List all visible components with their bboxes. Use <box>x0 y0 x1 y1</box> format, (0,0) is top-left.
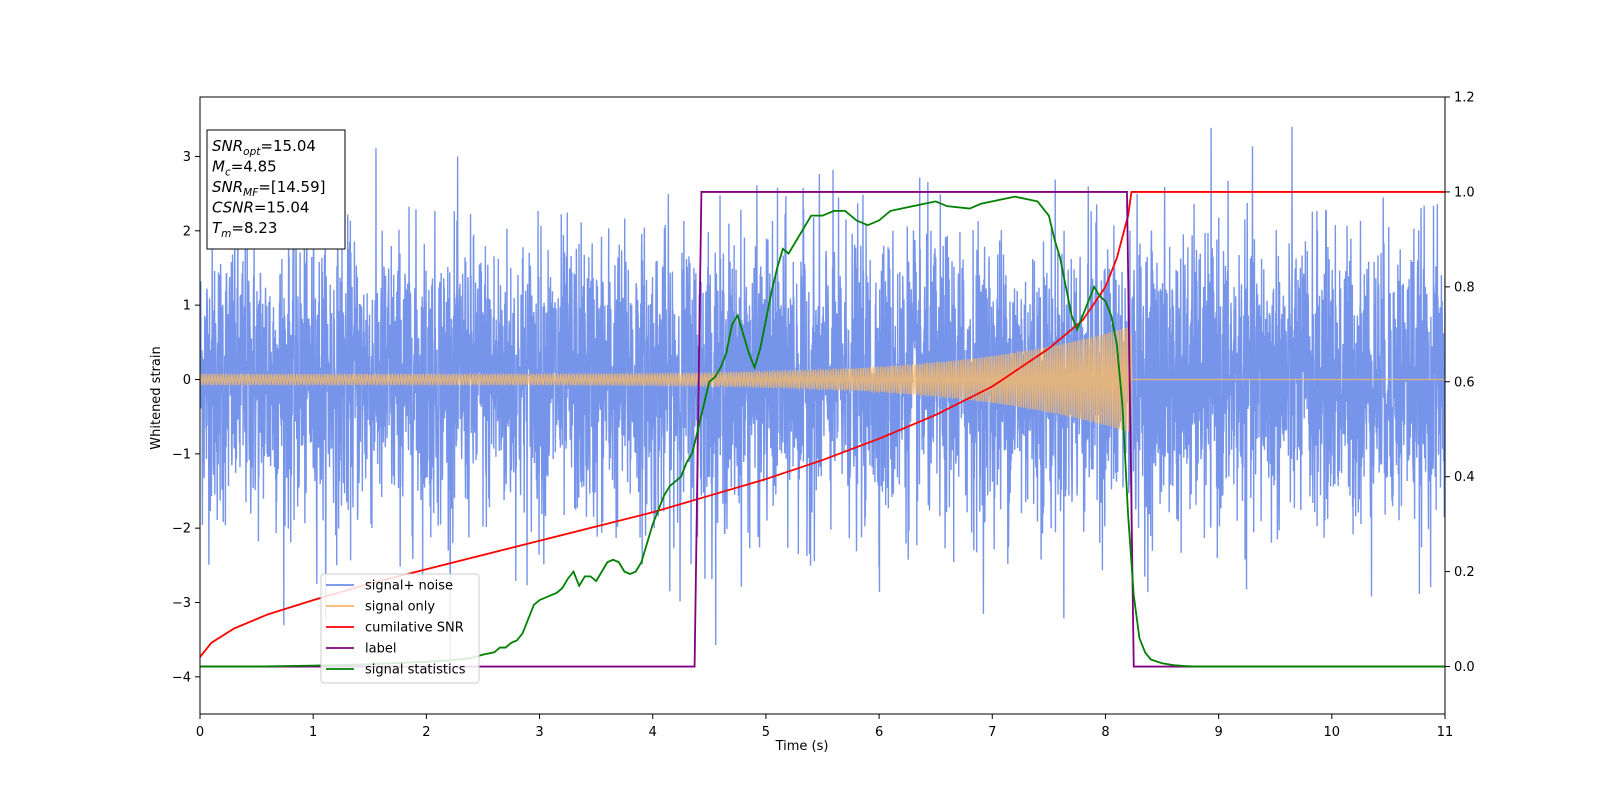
x-tick-label: 7 <box>988 725 996 740</box>
x-tick-label: 10 <box>1324 725 1341 740</box>
y-tick-label: 2 <box>183 224 191 239</box>
x-tick-label: 5 <box>762 725 770 740</box>
annotation-line: Mc=4.85 <box>212 158 277 179</box>
series-signal-only <box>200 327 1445 433</box>
x-tick-label: 6 <box>875 725 883 740</box>
y-tick-label: −2 <box>172 522 191 537</box>
y2-tick-label: 0.0 <box>1454 660 1475 675</box>
y2-tick-label: 0.6 <box>1454 375 1475 390</box>
x-tick-label: 3 <box>535 725 543 740</box>
legend-entry: signal only <box>365 600 435 615</box>
plot-area <box>200 126 1445 668</box>
annotation-line: CSNR=15.04 <box>212 199 309 217</box>
legend-entry: cumilative SNR <box>365 621 464 636</box>
series-signal-noise <box>200 126 1445 664</box>
annotation-line: SNRopt=15.04 <box>212 137 316 158</box>
x-axis-label: Time (s) <box>775 739 829 754</box>
x-tick-label: 9 <box>1214 725 1222 740</box>
x-tick-label: 1 <box>309 725 317 740</box>
legend-entry: signal statistics <box>365 663 466 678</box>
plot-frame <box>199 96 1446 715</box>
y2-tick-label: 0.2 <box>1454 565 1475 580</box>
y-tick-label: −4 <box>172 670 191 685</box>
y2-tick-label: 1.0 <box>1454 185 1475 200</box>
x-tick-label: 0 <box>196 725 204 740</box>
y-tick-label: 0 <box>183 373 191 388</box>
series-group <box>200 126 1445 668</box>
x-tick-label: 4 <box>649 725 657 740</box>
x-tick-label: 11 <box>1437 725 1454 740</box>
y2-tick-label: 0.4 <box>1454 470 1475 485</box>
legend-frame <box>320 573 480 684</box>
x-tick-label: 8 <box>1101 725 1109 740</box>
legend-entry: label <box>365 642 396 657</box>
legend: signal+ noise signal only cumilative SNR la… <box>320 573 480 684</box>
y-axis-label: Whitened strain <box>149 346 164 449</box>
annotation-box: SNRopt=15.04Mc=4.85SNRMF=[14.59]CSNR=15.… <box>206 129 346 250</box>
annotation-line: Tm=8.23 <box>212 219 277 240</box>
legend-entry: signal+ noise <box>365 579 453 594</box>
x-tick-label: 2 <box>422 725 430 740</box>
y2-tick-label: 1.2 <box>1454 91 1475 106</box>
series-signal-statistics <box>200 195 1445 668</box>
annotation-frame <box>206 129 346 250</box>
y-tick-label: 1 <box>183 299 191 314</box>
series-cumilative-snr <box>200 191 1445 658</box>
annotation-line: SNRMF=[14.59] <box>212 178 326 199</box>
y-tick-label: −1 <box>172 447 191 462</box>
axes: 0 1 2 3 4 5 6 7 8 9 10 11 −4 −3 −2 −1 0 1 2 3 0.0 0.2 0.4 0.6 0.… <box>172 91 1475 741</box>
y-tick-label: −3 <box>172 596 191 611</box>
y2-tick-label: 0.8 <box>1454 280 1475 295</box>
y-tick-label: 3 <box>183 150 191 165</box>
